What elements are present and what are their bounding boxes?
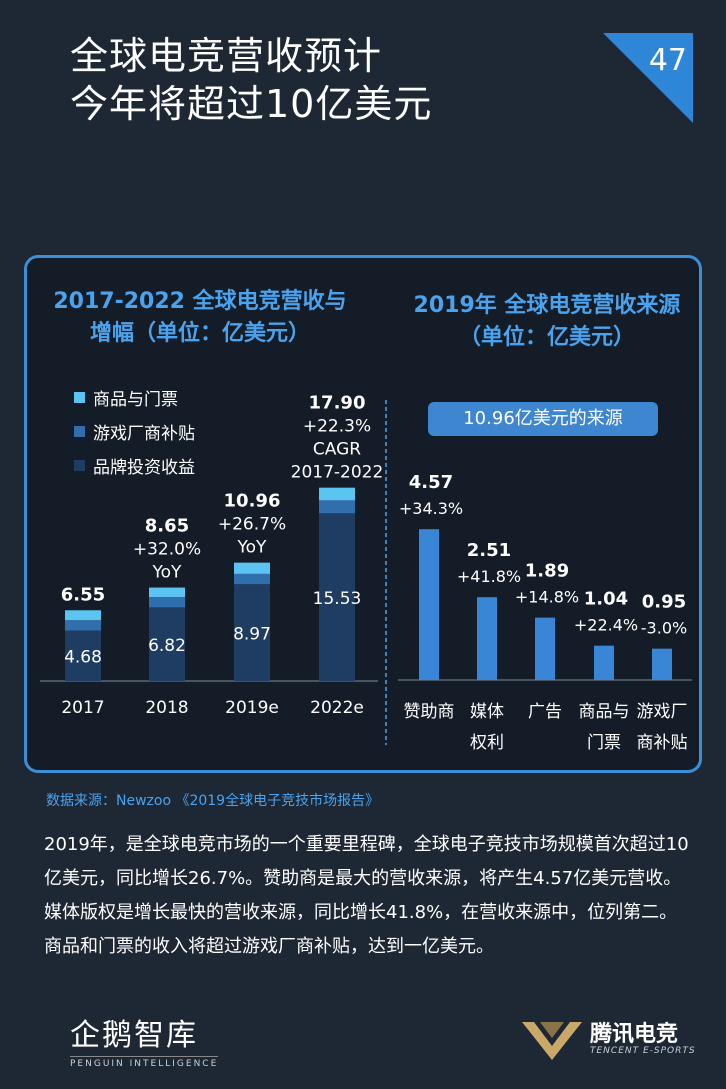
page-title: 全球电竞营收预计 今年将超过10亿美元	[70, 32, 432, 128]
penguin-intelligence-logo: 企鹅智库 PENGUIN INTELLIGENCE	[70, 1010, 219, 1069]
legend-swatch-icon	[74, 425, 85, 437]
chart-panel	[24, 255, 702, 773]
title-line-2: 今年将超过10亿美元	[70, 82, 433, 126]
page-number-badge: 47	[603, 33, 693, 123]
revenue-source-pill: 10.96亿美元的来源	[428, 402, 658, 436]
logo-right-main: 腾讯电竞	[590, 1022, 679, 1047]
page-number: 47	[648, 43, 687, 78]
legend-label: 游戏厂商补贴	[93, 423, 195, 444]
title-line-1: 全球电竞营收预计	[70, 34, 383, 78]
legend-label: 商品与门票	[93, 389, 178, 410]
right-chart-title-line-1: 2019年 全球电竞营收来源	[413, 293, 681, 318]
legend-label: 品牌投资收益	[93, 457, 195, 478]
left-chart-title: 2017-2022 全球电竞营收与 增幅（单位：亿美元）	[30, 286, 370, 350]
tencent-esports-emblem-icon	[522, 1022, 582, 1060]
legend-item: 品牌投资收益	[74, 448, 195, 482]
right-chart-title: 2019年 全球电竞营收来源 （单位：亿美元）	[388, 290, 706, 354]
left-chart-title-line-2: 增幅（单位：亿美元）	[89, 321, 310, 346]
logo-left-sub: PENGUIN INTELLIGENCE	[70, 1056, 219, 1069]
logo-right-sub: TENCENT E-SPORTS	[590, 1046, 696, 1056]
logo-left-main: 企鹅智库	[70, 1018, 198, 1053]
legend-item: 商品与门票	[74, 380, 195, 414]
legend-swatch-icon	[74, 391, 85, 403]
legend-swatch-icon	[74, 459, 85, 471]
right-chart-title-line-2: （单位：亿美元）	[458, 325, 635, 350]
chart-legend: 商品与门票 游戏厂商补贴 品牌投资收益	[74, 380, 195, 482]
badge-triangle	[603, 33, 693, 123]
left-chart-title-line-1: 2017-2022 全球电竞营收与	[53, 289, 347, 314]
body-paragraph: 2019年，是全球电竞市场的一个重要里程碑，全球电子竞技市场规模首次超过10亿美…	[44, 834, 689, 957]
tencent-esports-logo: 腾讯电竞 TENCENT E-SPORTS	[520, 1016, 700, 1066]
data-source: 数据来源：Newzoo 《2019全球电子竞技市场报告》	[46, 793, 380, 809]
legend-item: 游戏厂商补贴	[74, 414, 195, 448]
